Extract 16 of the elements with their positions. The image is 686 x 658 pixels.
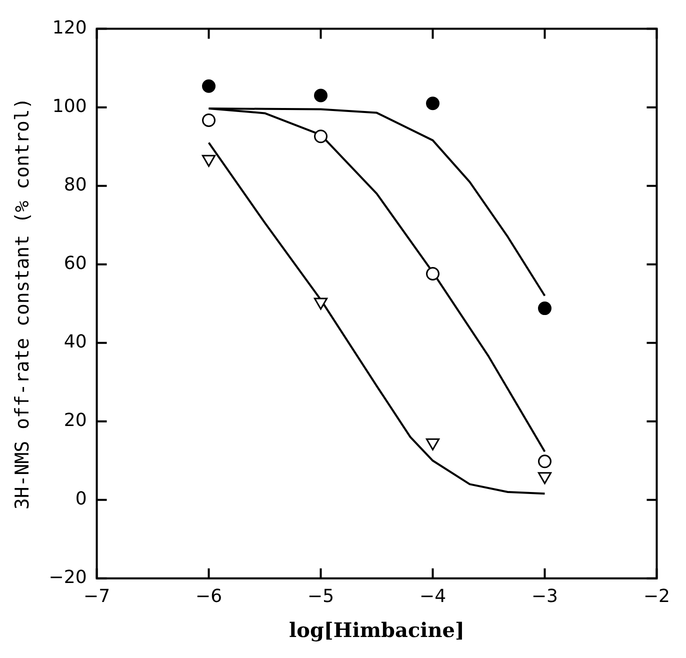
x-tick-label: −5 xyxy=(307,586,334,607)
y-tick-label: 20 xyxy=(64,410,87,432)
y-tick-label: 0 xyxy=(75,488,87,510)
x-tick-label: −6 xyxy=(196,586,222,607)
x-tick-label: −3 xyxy=(531,586,558,607)
y-tick-label: −20 xyxy=(48,567,87,588)
y-tick-label: 80 xyxy=(64,174,87,196)
x-tick-label: −7 xyxy=(84,586,110,607)
y-tick-label: 120 xyxy=(52,17,87,38)
x-tick-label: −4 xyxy=(419,586,446,607)
y-axis-title: 3H-NMS off-rate constant (% control) xyxy=(11,98,34,510)
y-tick-label: 60 xyxy=(64,253,87,274)
x-axis-title: log[Himbacine] xyxy=(289,618,465,642)
y-tick-label: 100 xyxy=(52,96,87,117)
y-tick-label: 40 xyxy=(64,332,87,353)
x-tick-label: −2 xyxy=(643,586,670,607)
